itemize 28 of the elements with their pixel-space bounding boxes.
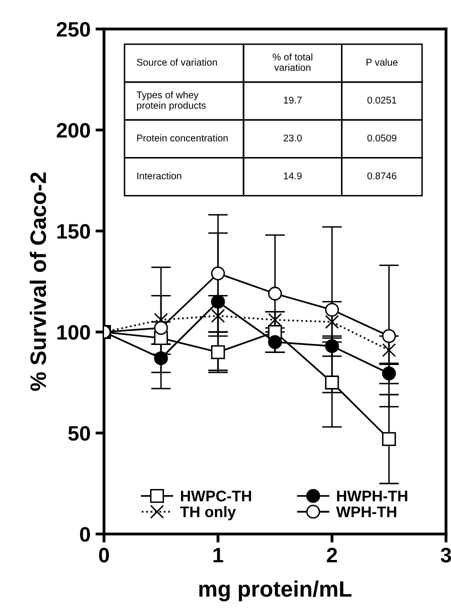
x-tick-label: 0	[99, 548, 109, 562]
y-tick-label: 50	[68, 426, 90, 441]
annotation: 19.7	[284, 96, 302, 104]
annotation: Types of whey protein products	[136, 91, 206, 111]
legend-label: HWPH-TH	[337, 490, 408, 502]
y-tick-label: 150	[57, 224, 90, 239]
annotation: Source of variation	[136, 58, 217, 66]
y-tick-label: 0	[80, 527, 90, 542]
x-tick-label: 1	[214, 548, 224, 562]
y-tick-label: 100	[57, 325, 90, 340]
legend-label: HWPC-TH	[180, 490, 252, 502]
annotation: Protein concentration	[137, 134, 228, 142]
y-axis-title: % Survival of Caco-2	[30, 172, 46, 391]
annotation: 0.0509	[367, 134, 396, 142]
y-tick-label: 200	[56, 123, 90, 138]
annotation: 14.9	[284, 172, 302, 180]
annotation: 23.0	[284, 134, 302, 142]
x-tick-label: 3	[440, 548, 451, 563]
legend-label: WPH-TH	[336, 506, 396, 518]
annotation: Interaction	[137, 172, 182, 180]
annotation: 0.8746	[367, 172, 396, 180]
x-axis-title: mg protein/mL	[199, 580, 352, 602]
annotation: 0.0251	[367, 96, 396, 104]
annotation: % of total variation	[272, 53, 312, 71]
annotation: P value	[366, 58, 398, 66]
legend-label: TH only	[180, 506, 236, 520]
x-tick-label: 2	[326, 548, 337, 562]
y-tick-label: 250	[56, 22, 90, 37]
